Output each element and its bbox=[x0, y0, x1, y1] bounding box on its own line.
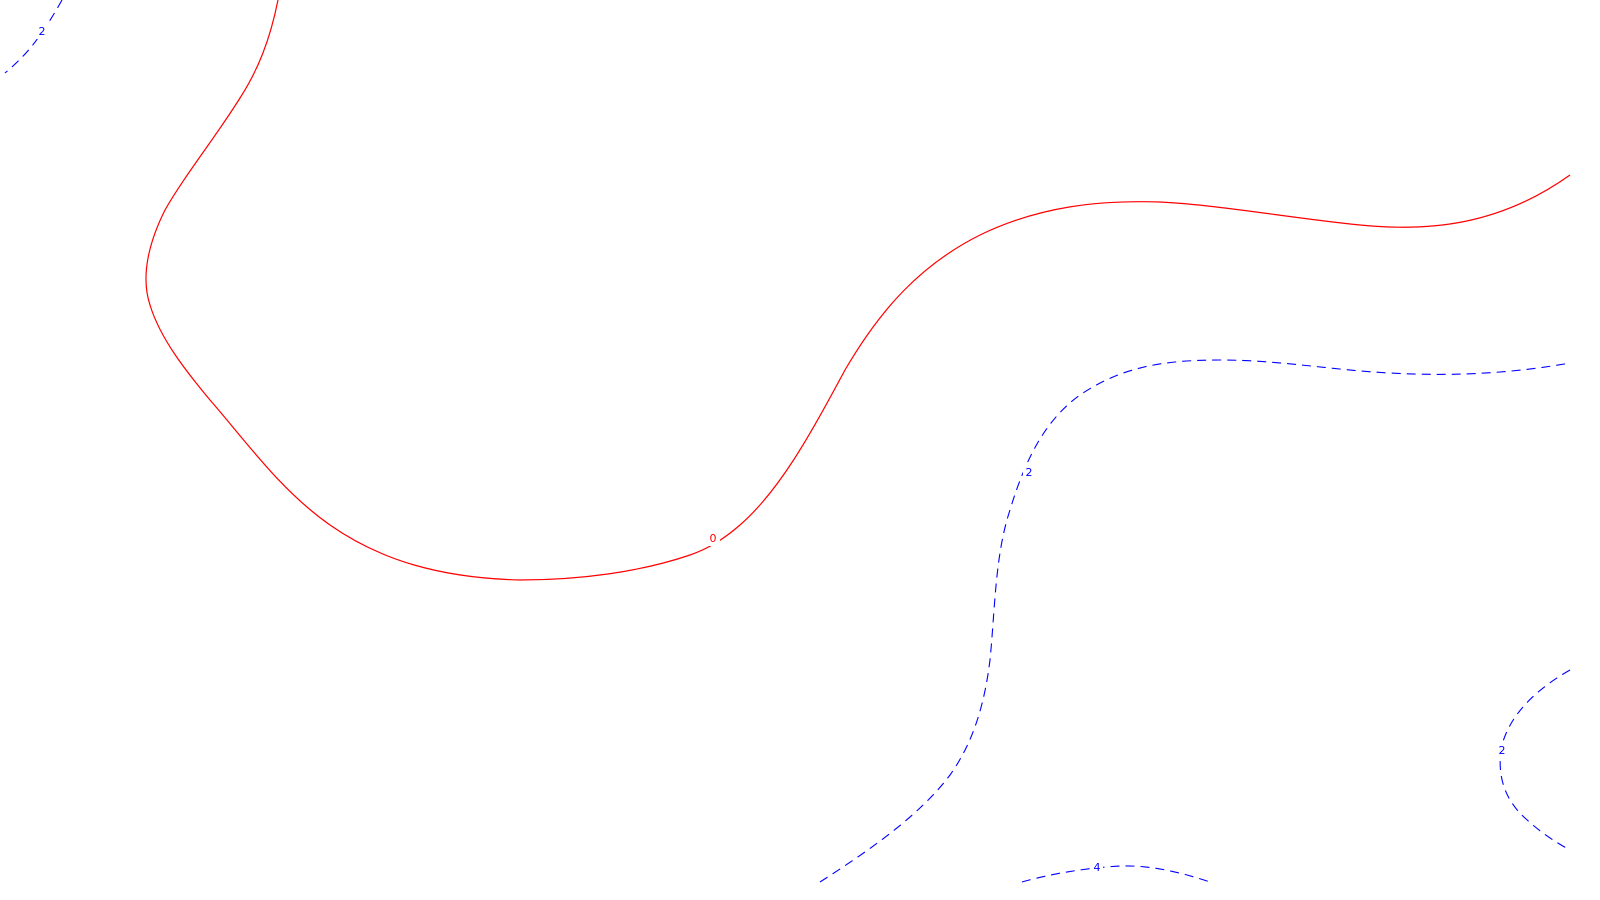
label-mask-bottom bbox=[1091, 861, 1103, 875]
contour-label-4-bottom: 4 bbox=[1094, 861, 1101, 874]
label-mask-bottom-right bbox=[1496, 744, 1508, 758]
contour-label-2-top-left: 2 bbox=[39, 25, 46, 38]
contour-line-level-0 bbox=[145, 0, 1571, 581]
contour-label-2-center: 2 bbox=[1026, 466, 1033, 479]
label-mask-zero bbox=[706, 532, 720, 546]
contour-line-level-2-center bbox=[819, 359, 1571, 883]
contour-label-2-bottom-right: 2 bbox=[1499, 744, 1506, 757]
label-mask-top-left bbox=[36, 25, 48, 39]
contour-label-0: 0 bbox=[710, 532, 717, 545]
contour-line-level-2-top-left bbox=[4, 0, 63, 74]
contour-line-level-2-bottom-right bbox=[1499, 669, 1571, 851]
label-mask-center bbox=[1023, 466, 1035, 480]
